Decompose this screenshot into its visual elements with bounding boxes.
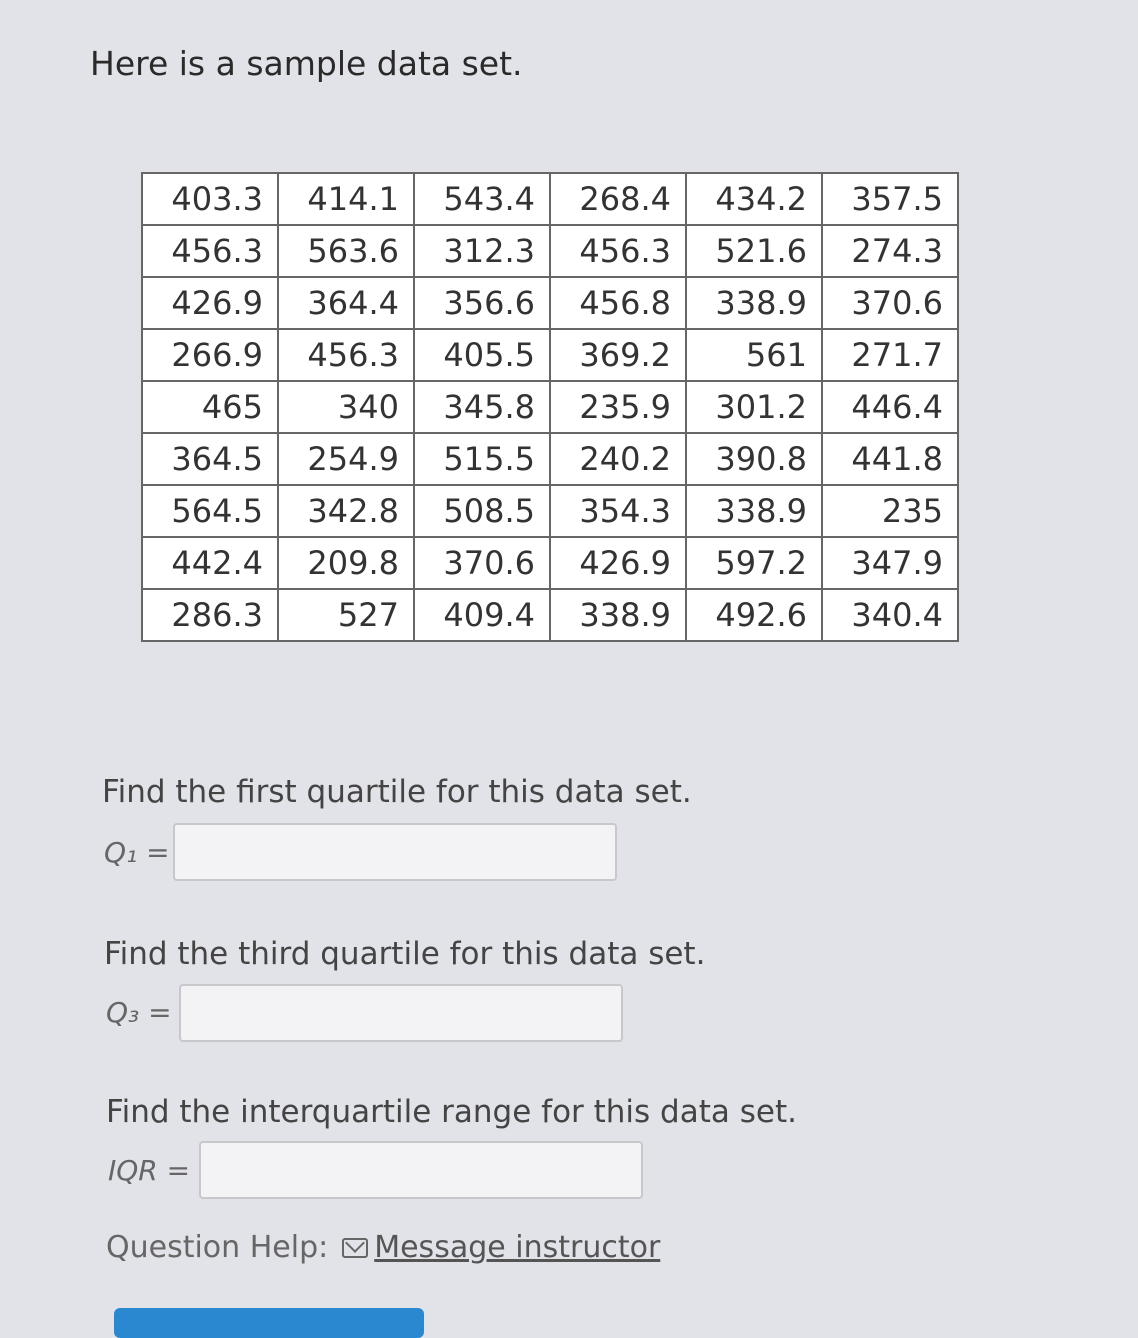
intro-text: Here is a sample data set. [90,44,523,83]
table-cell: 492.6 [685,588,823,642]
message-instructor-text: Message instructor [374,1230,661,1265]
table-cell: 456.3 [141,224,279,278]
table-cell: 312.3 [413,224,551,278]
table-cell: 364.5 [141,432,279,486]
table-cell: 370.6 [821,276,959,330]
table-cell: 356.6 [413,276,551,330]
table-cell: 338.9 [685,276,823,330]
table-cell: 527 [277,588,415,642]
table-cell: 543.4 [413,172,551,226]
table-cell: 442.4 [141,536,279,590]
table-cell: 240.2 [549,432,687,486]
table-row: 564.5 342.8 508.5 354.3 338.9 235 [141,484,959,538]
iqr-label: IQR = [108,1154,191,1187]
table-cell: 563.6 [277,224,415,278]
q3-label: Q₃ = [106,996,172,1029]
iqr-prompt: Find the interquartile range for this da… [106,1094,797,1130]
table-row: 286.3 527 409.4 338.9 492.6 340.4 [141,588,959,642]
table-cell: 465 [141,380,279,434]
table-cell: 561 [685,328,823,382]
table-cell: 286.3 [141,588,279,642]
table-row: 456.3 563.6 312.3 456.3 521.6 274.3 [141,224,959,278]
table-row: 442.4 209.8 370.6 426.9 597.2 347.9 [141,536,959,590]
submit-button[interactable] [114,1308,424,1338]
table-cell: 426.9 [141,276,279,330]
table-cell: 271.7 [821,328,959,382]
table-row: 364.5 254.9 515.5 240.2 390.8 441.8 [141,432,959,486]
table-cell: 564.5 [141,484,279,538]
table-cell: 456.3 [549,224,687,278]
table-cell: 441.8 [821,432,959,486]
table-row: 266.9 456.3 405.5 369.2 561 271.7 [141,328,959,382]
table-cell: 235 [821,484,959,538]
help-label: Question Help: [106,1230,329,1265]
table-cell: 340 [277,380,415,434]
table-cell: 342.8 [277,484,415,538]
envelope-icon [342,1237,369,1258]
table-cell: 456.3 [277,328,415,382]
table-row: 403.3 414.1 543.4 268.4 434.2 357.5 [141,172,959,226]
table-row: 465 340 345.8 235.9 301.2 446.4 [141,380,959,434]
table-cell: 254.9 [277,432,415,486]
table-cell: 426.9 [549,536,687,590]
table-cell: 456.8 [549,276,687,330]
table-cell: 338.9 [549,588,687,642]
table-cell: 370.6 [413,536,551,590]
q1-input[interactable] [173,823,617,881]
table-cell: 209.8 [277,536,415,590]
table-cell: 364.4 [277,276,415,330]
table-cell: 521.6 [685,224,823,278]
table-cell: 345.8 [413,380,551,434]
table-cell: 390.8 [685,432,823,486]
table-cell: 301.2 [685,380,823,434]
table-row: 426.9 364.4 356.6 456.8 338.9 370.6 [141,276,959,330]
table-cell: 446.4 [821,380,959,434]
q3-input[interactable] [179,984,623,1042]
table-cell: 235.9 [549,380,687,434]
table-cell: 266.9 [141,328,279,382]
table-cell: 354.3 [549,484,687,538]
question-help: Question Help: Message instructor [106,1230,660,1265]
table-cell: 347.9 [821,536,959,590]
table-cell: 403.3 [141,172,279,226]
data-table: 403.3 414.1 543.4 268.4 434.2 357.5 456.3 563.6… [141,172,959,642]
table-cell: 268.4 [549,172,687,226]
table-cell: 409.4 [413,588,551,642]
table-cell: 357.5 [821,172,959,226]
q1-label: Q₁ = [104,836,170,869]
table-cell: 274.3 [821,224,959,278]
table-cell: 515.5 [413,432,551,486]
message-instructor-link[interactable]: Message instructor [342,1230,660,1265]
table-cell: 338.9 [685,484,823,538]
table-cell: 405.5 [413,328,551,382]
table-cell: 508.5 [413,484,551,538]
q3-prompt: Find the third quartile for this data se… [104,936,706,972]
table-cell: 369.2 [549,328,687,382]
table-cell: 414.1 [277,172,415,226]
iqr-input[interactable] [199,1141,643,1199]
q1-prompt: Find the first quartile for this data se… [102,774,692,810]
table-cell: 434.2 [685,172,823,226]
table-cell: 340.4 [821,588,959,642]
table-cell: 597.2 [685,536,823,590]
